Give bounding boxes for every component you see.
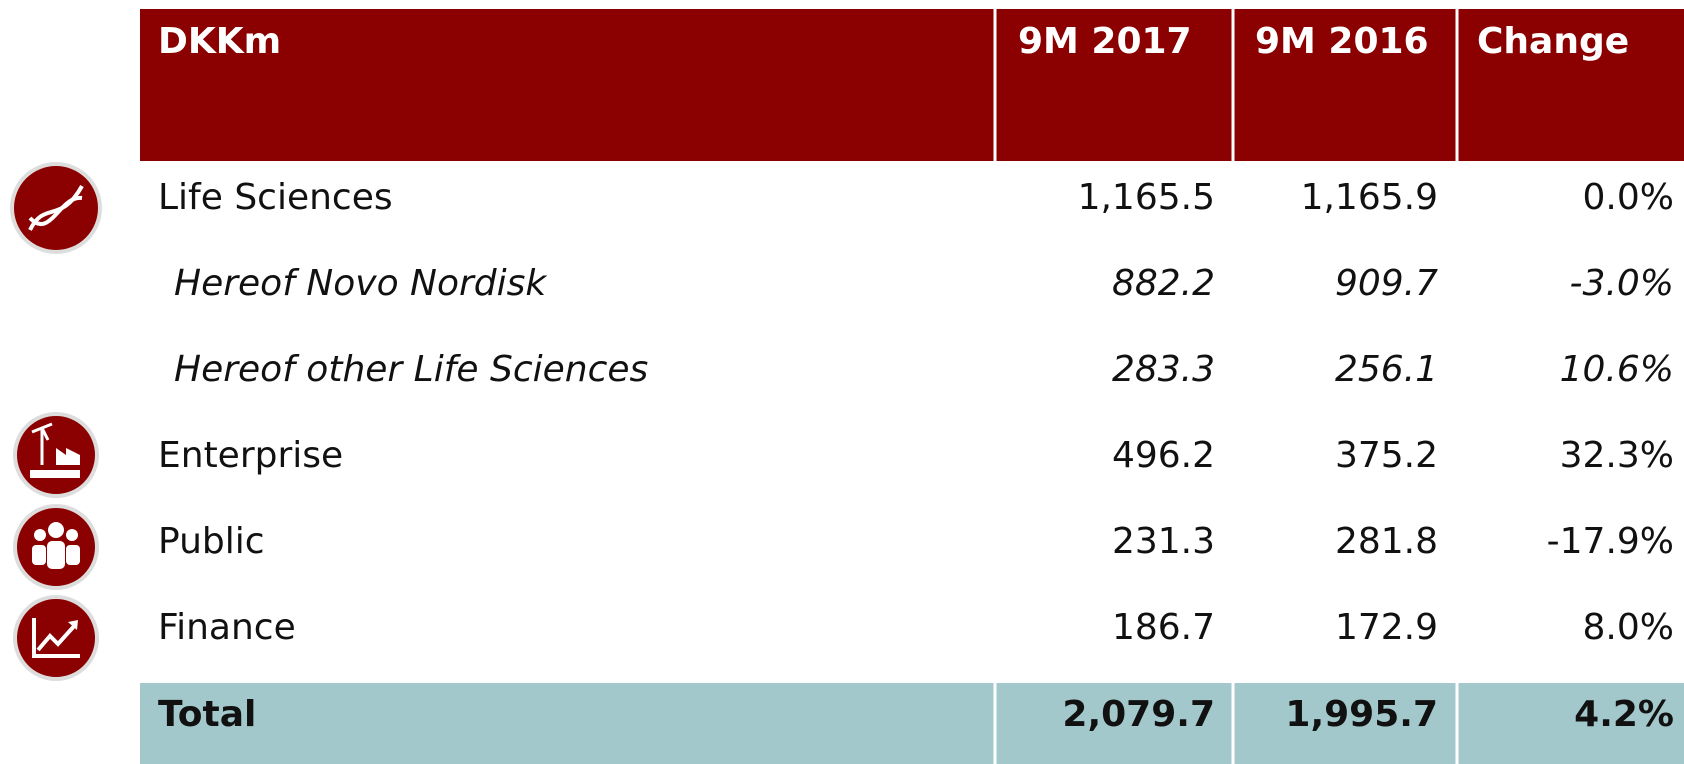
header-cell: Change	[1477, 21, 1629, 62]
row-label: Finance	[158, 607, 296, 648]
row-label: Public	[158, 521, 265, 562]
cell: 186.7	[1112, 607, 1215, 648]
cell: 256.1	[1335, 349, 1438, 390]
public-icon	[13, 504, 99, 590]
life-sciences-icon	[10, 162, 102, 254]
cell: 882.2	[1112, 263, 1215, 304]
total-label: Total	[158, 694, 256, 735]
header-cell: 9M 2016	[1255, 21, 1429, 62]
header-cell: 9M 2017	[1018, 21, 1192, 62]
cell: 231.3	[1112, 521, 1215, 562]
total-cell: 4.2%	[1574, 694, 1674, 735]
cell: 8.0%	[1583, 607, 1674, 648]
finance-icon	[13, 595, 99, 681]
total-band	[140, 683, 1684, 764]
cell: 283.3	[1112, 349, 1215, 390]
header-band	[140, 9, 1684, 161]
cell: 1,165.9	[1301, 177, 1438, 218]
cell: -17.9%	[1547, 521, 1674, 562]
header-cell: DKKm	[158, 21, 281, 62]
column-dividers	[993, 9, 1459, 764]
cell: 32.3%	[1560, 435, 1674, 476]
cell: 496.2	[1112, 435, 1215, 476]
cell: 0.0%	[1583, 177, 1674, 218]
cell: 10.6%	[1560, 349, 1674, 390]
row-label: Life Sciences	[158, 177, 393, 218]
cell: 375.2	[1335, 435, 1438, 476]
enterprise-icon	[13, 412, 99, 498]
cell: 1,165.5	[1078, 177, 1215, 218]
row-label: Hereof other Life Sciences	[174, 349, 648, 390]
row-label: Enterprise	[158, 435, 343, 476]
cell: -3.0%	[1570, 263, 1674, 304]
total-cell: 2,079.7	[1062, 694, 1215, 735]
cell: 909.7	[1335, 263, 1438, 304]
total-cell: 1,995.7	[1285, 694, 1438, 735]
cell: 172.9	[1335, 607, 1438, 648]
row-label: Hereof Novo Nordisk	[174, 263, 548, 304]
cell: 281.8	[1335, 521, 1438, 562]
